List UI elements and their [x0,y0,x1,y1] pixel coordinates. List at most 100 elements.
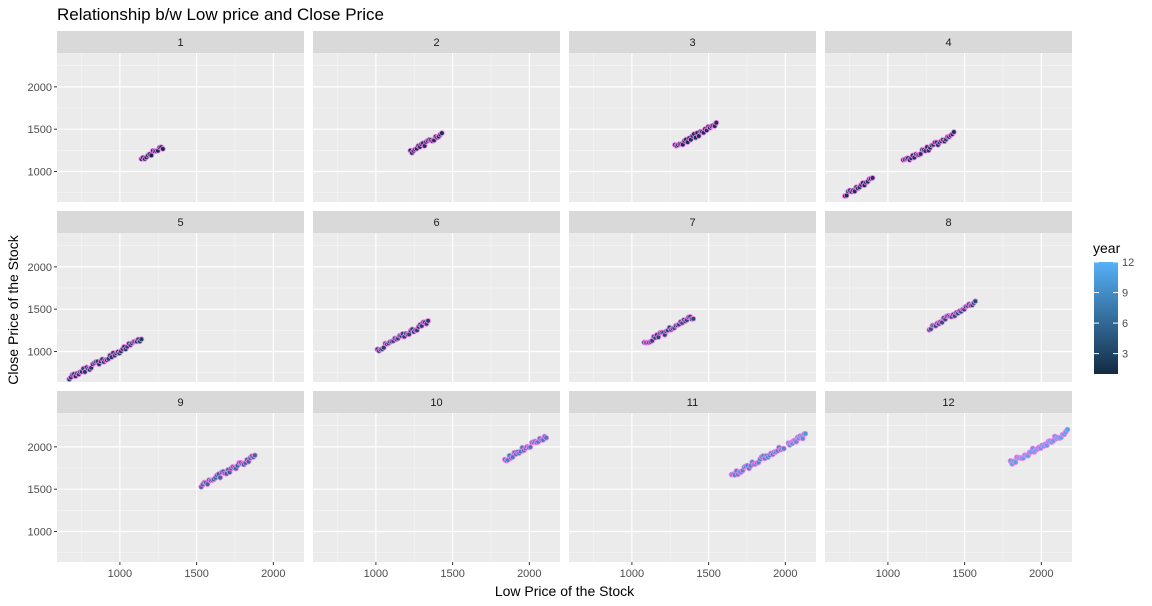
facet-panel-4: 4 [825,31,1072,202]
y-tick-label: 2000 [28,262,52,274]
facet-panel-2: 2 [313,31,560,202]
facet-strip-label: 11 [687,397,698,409]
facet-strip [825,31,1072,53]
data-point [1012,459,1019,466]
facet-strip-label: 7 [689,217,695,229]
facet-strip-label: 4 [945,37,951,49]
data-point [527,444,534,450]
facet-panel-1: 1 1000 1500 2000 [28,31,304,202]
y-tick-label: 1000 [28,347,52,359]
x-tick-label: 1000 [620,568,644,580]
facet-strip-label: 12 [942,397,954,409]
facet-panel-10: 10 1000 1500 2000 [313,391,560,580]
y-tick-label: 1000 [28,167,52,179]
data-point [138,336,145,343]
x-tick-label: 1500 [440,568,464,580]
data-point [780,445,787,452]
panel-background [825,233,1072,382]
x-tick-label: 1500 [184,568,208,580]
y-tick-label: 2000 [28,82,52,94]
legend-ticks: 3 6 9 12 [1094,257,1134,361]
x-axis-title: Low Price of the Stock [495,583,635,599]
facet-panel-6: 6 [313,211,560,382]
legend-title: year [1093,240,1121,256]
y-axis-title: Close Price of the Stock [5,234,21,384]
panel-background [569,53,816,202]
facet-panel-7: 7 [569,211,816,382]
data-point [713,119,720,126]
panel-background [313,413,560,562]
legend-tick-label: 9 [1122,288,1128,300]
panel-background [825,53,1072,202]
panel-background [569,233,816,382]
data-point [543,434,550,441]
facet-strip [313,211,560,233]
facet-strip-label: 6 [433,217,439,229]
data-point [217,474,224,481]
facet-strip-label: 8 [945,217,951,229]
facet-strip-label: 5 [177,217,183,229]
facet-strip [569,391,816,413]
facet-strip-label: 9 [177,397,183,409]
x-tick-label: 1000 [876,568,900,580]
data-point [951,129,957,135]
facet-strip [313,391,560,413]
y-tick-label: 1500 [28,304,52,316]
y-tick-label: 1500 [28,484,52,496]
panel-background [825,413,1072,562]
chart-title: Relationship b/w Low price and Close Pri… [57,5,384,24]
data-point [1064,426,1071,433]
facet-strip [57,31,304,53]
x-tick-label: 1000 [108,568,132,580]
x-tick-label: 2000 [261,568,285,580]
facet-panel-5: 5 1000 1500 2000 [28,211,304,383]
data-point [439,130,445,136]
data-point [148,152,155,159]
legend-tick-label: 6 [1122,318,1128,330]
legend-colorbar [1094,262,1118,374]
facet-strip [569,31,816,53]
x-tick-label: 1000 [364,568,388,580]
facet-strip [569,211,816,233]
facet-strip [313,31,560,53]
facet-strip [57,391,304,413]
facet-strip [57,211,304,233]
panel-background [57,413,304,562]
facet-panels: 1 1000 1500 2000 2 3 4 5 1000 1500 2000 6 7 8 9 1000 150… [28,31,1072,580]
facet-panel-11: 11 1000 1500 2000 [569,391,816,580]
facet-strip-label: 3 [689,37,695,49]
data-point [160,146,166,152]
data-point [869,175,876,181]
facet-strip-label: 10 [430,397,442,409]
y-tick-label: 1000 [28,527,52,539]
x-tick-label: 1500 [696,568,720,580]
legend-tick-label: 3 [1122,349,1128,361]
facet-panel-12: 12 1000 1500 2000 [825,391,1072,580]
facet-strip [825,211,1072,233]
panel-background [57,233,304,382]
data-point [690,315,697,322]
facet-strip [825,391,1072,413]
x-tick-label: 2000 [773,568,797,580]
data-point [802,430,809,437]
x-tick-label: 2000 [517,568,541,580]
facet-panel-9: 9 1000 1500 2000 1000 1500 2000 [28,391,304,580]
y-tick-label: 2000 [28,442,52,454]
legend: year 3 6 9 12 [1093,240,1134,374]
x-tick-label: 2000 [1029,568,1053,580]
panel-background [313,53,560,202]
facet-panel-8: 8 [825,211,1072,382]
facet-strip-label: 1 [177,37,183,49]
legend-tick-label: 12 [1122,257,1134,269]
y-tick-label: 1500 [28,124,52,136]
data-point [972,298,979,305]
panel-background [313,233,560,382]
facet-panel-3: 3 [569,31,816,202]
data-point [425,317,431,324]
panel-background [57,53,304,202]
data-point [252,452,258,459]
x-tick-label: 1500 [952,568,976,580]
facet-strip-label: 2 [433,37,439,49]
panel-background [569,413,816,562]
